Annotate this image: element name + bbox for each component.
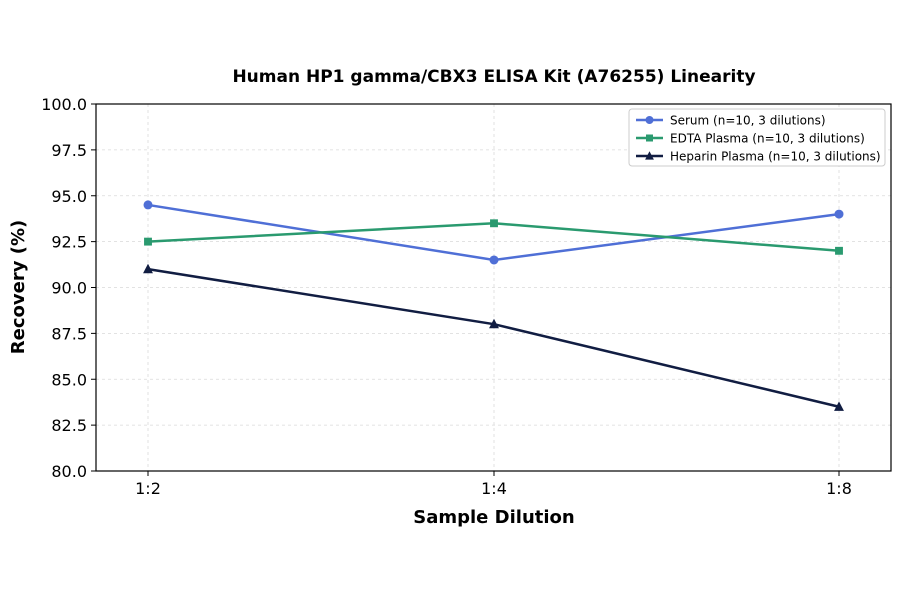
legend-label: EDTA Plasma (n=10, 3 dilutions): [670, 132, 865, 146]
legend: Serum (n=10, 3 dilutions) EDTA Plasma (n=…: [628, 108, 886, 167]
x-tick-label: 1:2: [135, 479, 161, 498]
x-tick-label: 1:8: [826, 479, 852, 498]
legend-label: Heparin Plasma (n=10, 3 dilutions): [670, 150, 881, 164]
series-line: [147, 267, 840, 408]
data-point-square: [490, 219, 498, 228]
y-tick-label: 100.0: [41, 95, 87, 114]
y-tick-label: 82.5: [51, 416, 87, 435]
x-tick-label: 1:4: [481, 479, 507, 498]
data-point-square: [144, 237, 152, 246]
y-tick-label: 85.0: [51, 370, 87, 389]
data-point-triangle: [489, 318, 499, 329]
y-tick-label: 92.5: [51, 233, 87, 252]
data-point-circle: [834, 209, 844, 219]
data-point-square: [835, 246, 843, 255]
series-circle: [143, 200, 844, 265]
data-point-circle: [645, 116, 654, 124]
y-axis-label: Recovery (%): [8, 220, 29, 354]
data-point-triangle: [645, 151, 654, 160]
series-line: [147, 203, 840, 262]
y-tick-label: 87.5: [51, 324, 87, 343]
series-square: [144, 219, 843, 255]
y-tick-label: 80.0: [51, 462, 87, 481]
y-tick-label: 90.0: [51, 279, 87, 298]
legend-box: [628, 108, 886, 167]
data-point-circle: [143, 200, 153, 210]
data-point-triangle: [143, 263, 153, 274]
series-triangle: [143, 263, 844, 411]
data-point-circle: [489, 255, 499, 265]
data-point-triangle: [834, 401, 844, 411]
legend-label: Serum (n=10, 3 dilutions): [670, 114, 826, 128]
y-tick-label: 97.5: [51, 141, 87, 160]
axis-ticks: 80.0 82.5 85.0 87.5 90.0 92.5 95.0 97.5 100.0 1:2…: [41, 95, 852, 498]
x-axis-label: Sample Dilution: [413, 507, 574, 528]
chart-title: Human HP1 gamma/CBX3 ELISA Kit (A76255) …: [232, 67, 755, 87]
data-point-square: [646, 134, 653, 142]
series-lines: [143, 200, 844, 411]
y-tick-label: 95.0: [51, 187, 87, 206]
